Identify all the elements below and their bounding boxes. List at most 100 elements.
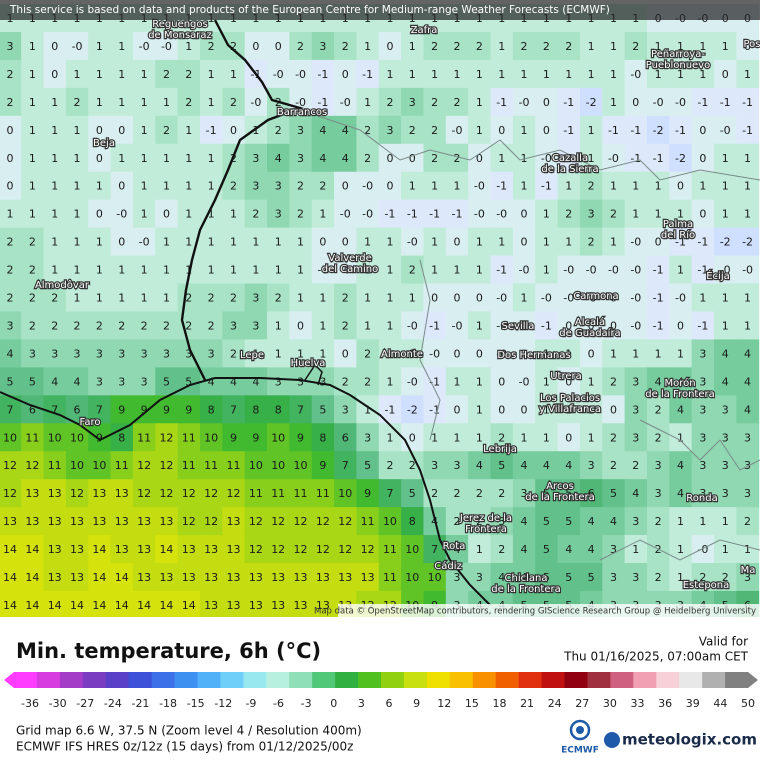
grid-cell [602, 59, 626, 89]
grid-value: 13 [25, 515, 39, 528]
scale-label: 39 [686, 697, 700, 710]
model-info: ECMWF IFS HRES 0z/12z (15 days) from 01/… [16, 740, 353, 754]
grid-value: 12 [338, 515, 352, 528]
grid-cell [199, 367, 223, 396]
grid-cell [602, 255, 626, 285]
grid-cell [714, 59, 737, 89]
grid-cell [602, 199, 626, 229]
grid-value: 1 [409, 40, 416, 53]
grid-value: 4 [722, 375, 729, 388]
grid-cell [21, 311, 45, 340]
grid-cell [624, 451, 648, 480]
grid-cell [602, 31, 626, 61]
grid-cell [624, 199, 648, 229]
grid-cell [669, 339, 693, 368]
grid-cell [65, 535, 89, 564]
grid-value: 3 [275, 208, 282, 221]
grid-cell [423, 367, 447, 396]
grid-cell [445, 227, 469, 257]
grid-value: 1 [74, 292, 81, 305]
grid-value: 1 [141, 152, 148, 165]
grid-value: 12 [70, 487, 84, 500]
grid-value: 3 [275, 180, 282, 193]
grid-value: 1 [74, 264, 81, 277]
valid-label: Valid for [699, 635, 748, 649]
grid-cell [624, 87, 648, 117]
grid-value: 2 [431, 152, 438, 165]
grid-cell [132, 311, 156, 340]
grid-value: 3 [632, 375, 639, 388]
grid-value: 0 [431, 292, 438, 305]
scale-label: -27 [76, 697, 94, 710]
grid-cell [0, 563, 22, 592]
grid-value: 2 [7, 292, 14, 305]
grid-cell [21, 255, 45, 285]
grid-value: 12 [227, 487, 241, 500]
grid-cell [43, 171, 67, 201]
grid-cell [199, 227, 223, 257]
grid-cell [691, 143, 715, 173]
grid-value: 2 [386, 459, 393, 472]
grid-value: -0 [742, 264, 753, 277]
grid-cell [267, 227, 290, 257]
grid-cell [311, 339, 335, 368]
grid-cell [289, 535, 313, 564]
grid-value: 1 [29, 208, 36, 221]
grid-value: 4 [498, 571, 505, 584]
grid-value: 1 [364, 403, 371, 416]
grid-cell [378, 199, 402, 229]
grid-cell [110, 507, 134, 536]
grid-value: 4 [588, 543, 595, 556]
grid-cell [736, 59, 760, 89]
grid-cell [646, 143, 670, 173]
grid-cell [512, 227, 536, 257]
grid-cell [0, 59, 22, 89]
meteologix-logo[interactable]: meteologix.com [604, 731, 757, 749]
grid-value: 0 [498, 403, 505, 416]
grid-cell [244, 255, 268, 285]
grid-cell [267, 171, 290, 201]
scale-label: -3 [301, 697, 312, 710]
grid-cell [646, 339, 670, 368]
grid-cell [311, 171, 335, 201]
grid-cell [691, 87, 715, 117]
grid-cell [356, 143, 380, 173]
grid-cell [624, 227, 648, 257]
grid-value: 3 [722, 487, 729, 500]
grid-cell [401, 171, 424, 201]
grid-cell [624, 59, 648, 89]
meteologix-text[interactable]: meteologix.com [622, 731, 757, 749]
grid-cell [579, 423, 603, 452]
grid-cell [177, 31, 201, 61]
grid-cell [155, 590, 179, 620]
grid-value: 1 [163, 96, 170, 109]
place-label: Sevilla [502, 321, 535, 332]
grid-value: 1 [498, 152, 505, 165]
grid-value: 2 [498, 431, 505, 444]
grid-value: 5 [588, 571, 595, 584]
grid-cell [0, 311, 22, 340]
grid-cell [624, 311, 648, 340]
grid-value: -2 [407, 403, 418, 416]
grid-cell [334, 283, 357, 312]
grid-cell [0, 451, 22, 480]
grid-cell [132, 535, 156, 564]
grid-value: -1 [429, 375, 440, 388]
grid-cell [110, 31, 134, 61]
grid-value: 1 [141, 180, 148, 193]
grid-cell [334, 395, 357, 424]
grid-value: 2 [454, 515, 461, 528]
grid-value: 1 [632, 208, 639, 221]
place-label: Chiclana [505, 573, 548, 584]
grid-value: 5 [498, 459, 505, 472]
grid-value: 13 [227, 571, 241, 584]
grid-value: 0 [610, 319, 617, 332]
grid-value: 4 [454, 543, 461, 556]
place-label: Huelva [291, 358, 326, 369]
grid-value: 4 [744, 375, 751, 388]
grid-value: 0 [543, 124, 550, 137]
region-border [599, 539, 760, 561]
grid-cell [445, 535, 469, 564]
scale-label: 0 [330, 697, 337, 710]
grid-value: 1 [319, 319, 326, 332]
